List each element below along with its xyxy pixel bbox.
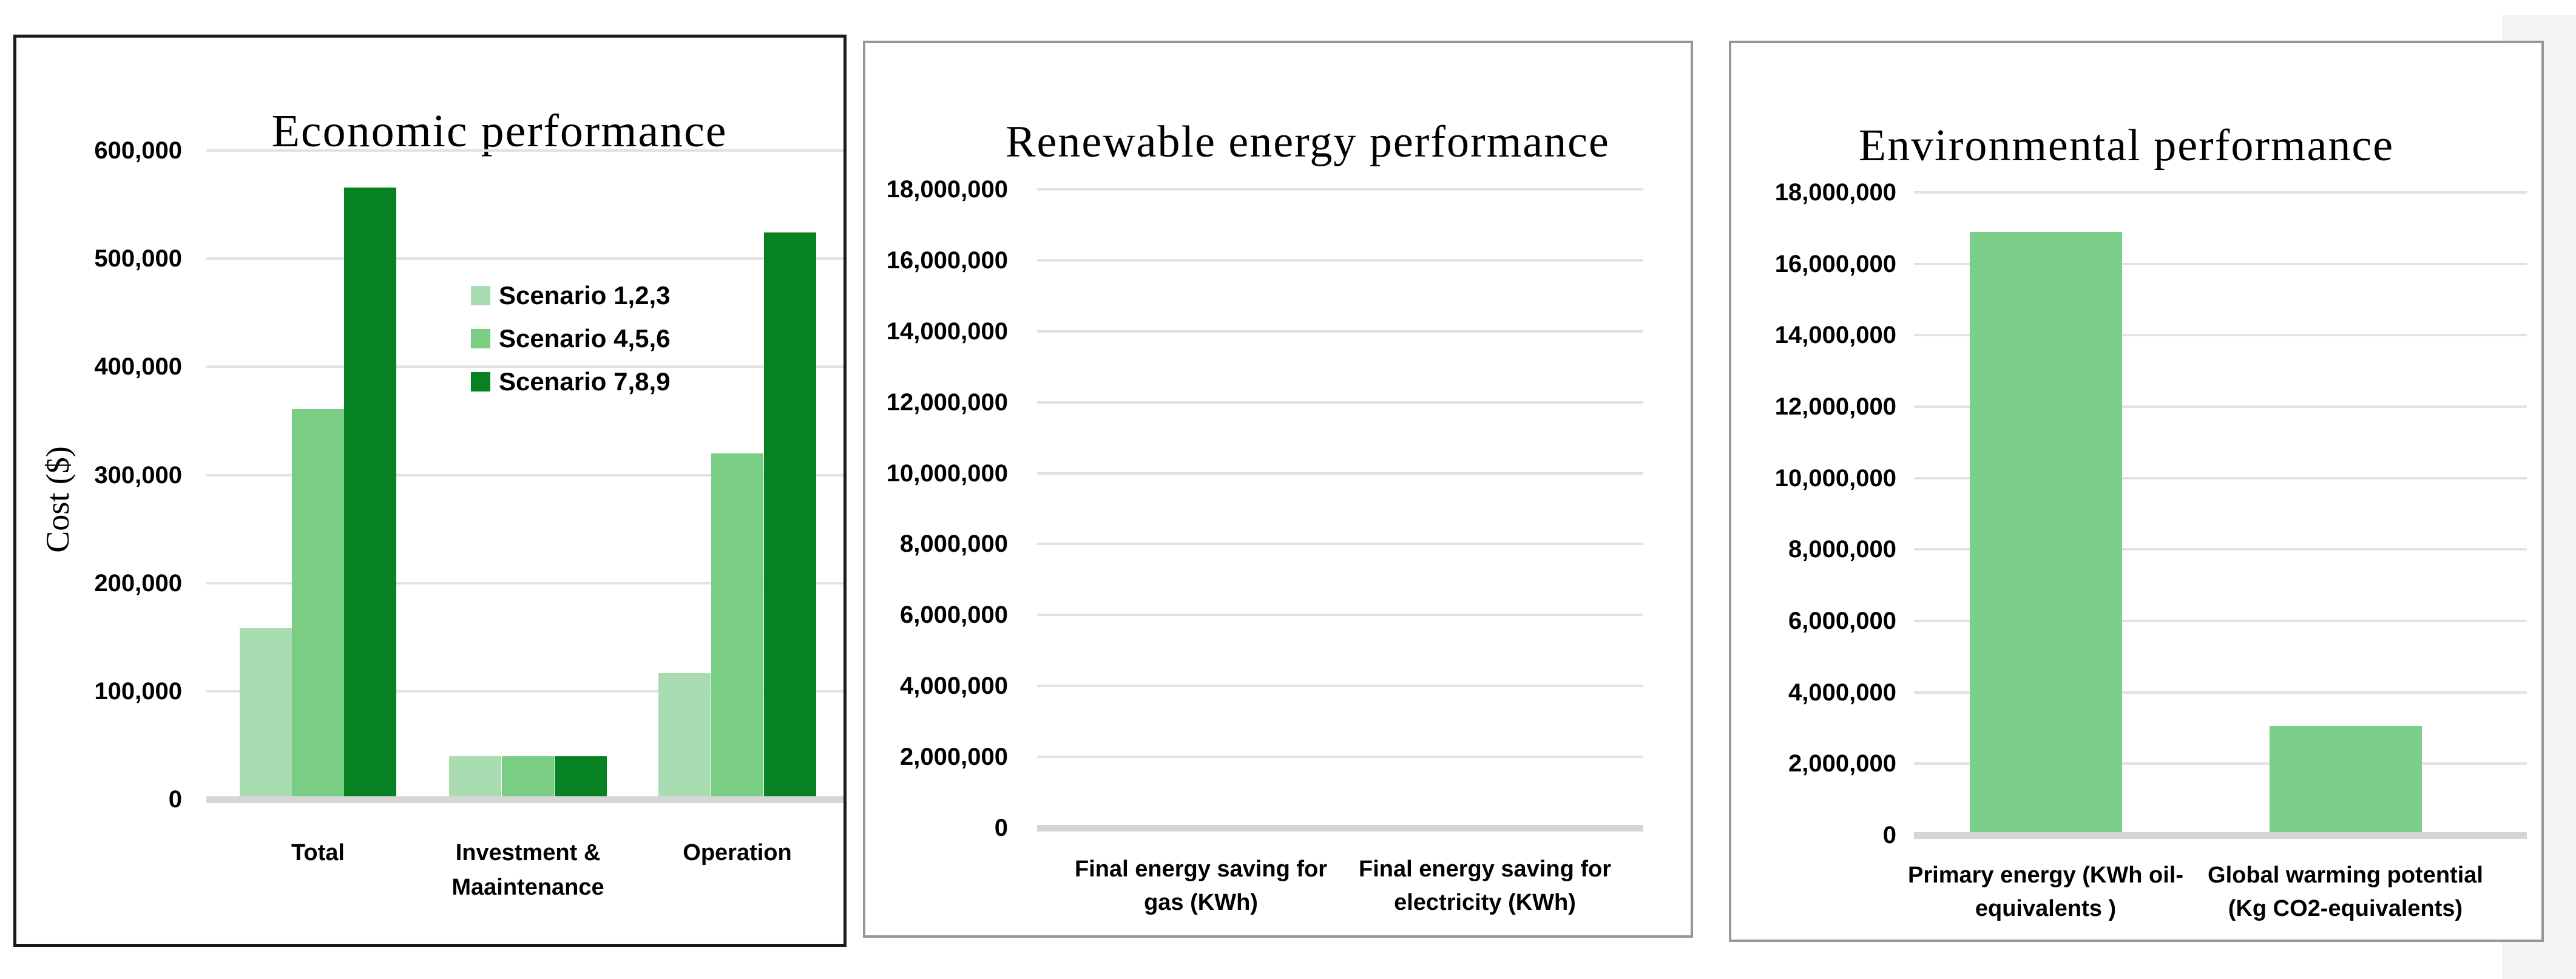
x-category-label: Investment & — [455, 840, 601, 866]
x-category-label: Final energy saving for — [1359, 856, 1611, 882]
gridline — [1037, 685, 1643, 687]
gridline — [1914, 477, 2527, 479]
gridline — [1914, 191, 2527, 194]
gridline — [206, 582, 843, 584]
panel-renewable-energy-performance: Renewable energy performance 0 2,000,000 4… — [863, 41, 1693, 938]
gridline — [1914, 263, 2527, 265]
bar-series3-cat2 — [555, 756, 607, 799]
y-tick-label: 8,000,000 — [900, 530, 1008, 557]
x-axis-line — [206, 796, 843, 803]
gridline — [1914, 620, 2527, 622]
gridline — [1037, 472, 1643, 475]
y-tick-label: 10,000,000 — [886, 460, 1008, 487]
bar-series2-cat3 — [711, 453, 763, 799]
y-tick-label: 14,000,000 — [1774, 322, 1896, 348]
y-tick-label: 10,000,000 — [1774, 465, 1896, 492]
gridline — [206, 149, 843, 152]
x-category-label: (Kg CO2-equivalents) — [2228, 896, 2463, 921]
x-category-label: Maaintenance — [451, 875, 604, 900]
bar-series1-cat1 — [1970, 232, 2122, 835]
y-tick-label: 6,000,000 — [1788, 608, 1896, 634]
y-tick-label: 12,000,000 — [886, 389, 1008, 416]
bar-series1-cat2 — [2270, 726, 2422, 835]
y-tick-label: 16,000,000 — [1774, 251, 1896, 277]
y-tick-label: 500,000 — [94, 245, 182, 272]
gridline — [1037, 401, 1643, 404]
x-category-label: equivalents ) — [1975, 896, 2117, 921]
x-category-label: Total — [291, 840, 345, 866]
gridline — [1037, 259, 1643, 262]
panel-economic-performance: Economic performance Cost ($) 0 100,000 20… — [13, 35, 847, 947]
bar-series1-cat1 — [240, 628, 292, 799]
chart-title-economic: Economic performance — [271, 106, 728, 157]
y-tick-label: 12,000,000 — [1774, 393, 1896, 420]
y-tick-label: 4,000,000 — [1788, 679, 1896, 706]
gridline — [206, 365, 843, 368]
gridline — [1914, 691, 2527, 694]
bar-series1-cat2 — [449, 756, 501, 799]
y-tick-label: 4,000,000 — [900, 672, 1008, 699]
bar-series3-cat1 — [344, 188, 396, 799]
legend-label-1: Scenario 1,2,3 — [499, 281, 671, 310]
y-tick-label: 18,000,000 — [1774, 179, 1896, 206]
y-tick-label: 400,000 — [94, 353, 182, 380]
y-tick-label: 0 — [994, 815, 1008, 841]
bar-series2-cat1 — [292, 409, 344, 799]
gridline — [1037, 330, 1643, 333]
y-tick-label: 2,000,000 — [900, 744, 1008, 770]
x-category-label: Primary energy (KWh oil- — [1908, 862, 2183, 888]
legend-label-2: Scenario 4,5,6 — [499, 324, 671, 353]
bar-series2-cat2 — [502, 756, 554, 799]
gridline — [1037, 614, 1643, 616]
gridline — [1914, 405, 2527, 408]
y-axis-title-cost: Cost ($) — [39, 446, 76, 553]
x-category-label: Global warming potential — [2208, 862, 2483, 888]
y-tick-label: 2,000,000 — [1788, 750, 1896, 777]
y-tick-label: 200,000 — [94, 570, 182, 597]
chart-title-environmental: Environmental performance — [1858, 121, 2395, 171]
legend-swatch-3 — [471, 372, 490, 391]
bar-series1-cat3 — [658, 673, 711, 799]
gridline — [1037, 543, 1643, 545]
gridline — [206, 474, 843, 476]
x-category-label: gas (KWh) — [1144, 890, 1258, 915]
y-tick-label: 16,000,000 — [886, 247, 1008, 274]
y-tick-label: 0 — [1882, 822, 1896, 849]
y-tick-label: 600,000 — [94, 137, 182, 164]
gridline — [1914, 334, 2527, 336]
legend-label-3: Scenario 7,8,9 — [499, 367, 671, 396]
gridline — [206, 690, 843, 693]
y-tick-label: 6,000,000 — [900, 601, 1008, 628]
x-category-label: Operation — [683, 840, 792, 866]
gridline — [1914, 548, 2527, 550]
chart-title-renewable: Renewable energy performance — [1006, 117, 1610, 168]
gridline — [206, 257, 843, 260]
x-axis-line — [1914, 832, 2527, 839]
gridline — [1914, 762, 2527, 765]
y-tick-label: 0 — [168, 786, 182, 813]
legend-swatch-2 — [471, 329, 490, 348]
bar-series3-cat3 — [764, 232, 816, 799]
x-category-label: electricity (KWh) — [1394, 890, 1576, 915]
gridline — [1037, 188, 1643, 191]
gridline — [1037, 756, 1643, 758]
y-tick-label: 8,000,000 — [1788, 536, 1896, 563]
y-tick-label: 18,000,000 — [886, 176, 1008, 203]
x-category-label: Final energy saving for — [1075, 856, 1327, 882]
x-axis-line — [1037, 825, 1643, 832]
y-tick-label: 100,000 — [94, 678, 182, 705]
y-tick-label: 14,000,000 — [886, 318, 1008, 345]
y-tick-label: 300,000 — [94, 462, 182, 489]
legend-swatch-1 — [471, 286, 490, 305]
panel-environmental-performance: Environmental performance 0 2,000,000 4,00… — [1729, 41, 2544, 942]
